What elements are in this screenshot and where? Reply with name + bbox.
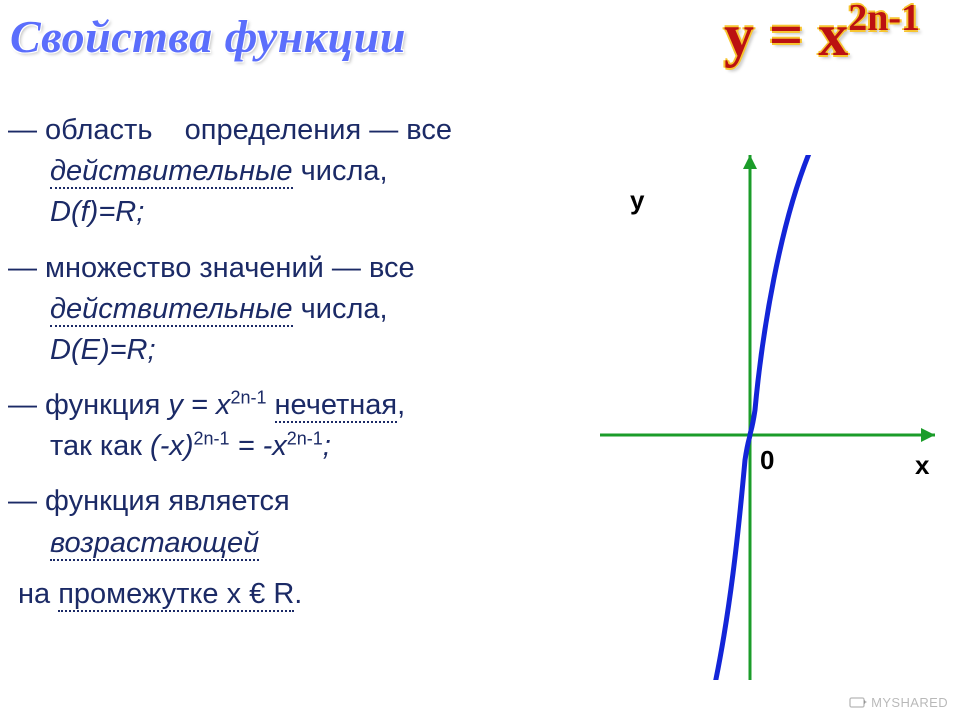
text: на xyxy=(18,578,58,610)
math-text: D(f)=R; xyxy=(8,192,598,233)
properties-list: — область определения — все действительн… xyxy=(8,110,598,629)
text: — область xyxy=(8,114,152,146)
text: числа, xyxy=(293,155,388,187)
text: ; xyxy=(323,430,331,462)
page-title: Свойства функции xyxy=(10,10,406,63)
emph-text: нечетная xyxy=(275,389,398,423)
emph-text: промежутке х € R xyxy=(58,578,294,612)
math-exp: 2n-1 xyxy=(194,429,230,449)
x-axis-label: х xyxy=(915,450,929,481)
y-axis-label: у xyxy=(630,185,644,216)
title-row: Свойства функции у = х2n-1 xyxy=(0,8,960,98)
origin-label: 0 xyxy=(760,445,774,476)
list-item: — множество значений — все действительны… xyxy=(8,248,598,372)
math-text: y = x xyxy=(168,389,230,421)
x-arrow-icon xyxy=(921,428,935,442)
text: — функция xyxy=(8,389,168,421)
text xyxy=(266,389,274,421)
list-item: — функция является возрастающей на проме… xyxy=(8,481,598,615)
list-item: — область определения — все действительн… xyxy=(8,110,598,234)
graph-svg xyxy=(600,155,950,680)
function-curve xyxy=(708,155,822,680)
math-exp: 2n-1 xyxy=(230,387,266,407)
formula-exp: 2n-1 xyxy=(848,0,920,39)
function-graph: у х 0 xyxy=(600,155,950,680)
text: , xyxy=(397,389,405,421)
text: — множество значений — все xyxy=(8,248,598,289)
text: так как xyxy=(50,430,150,462)
watermark-text: MYSHARED xyxy=(871,695,948,710)
emph-text: действительные xyxy=(50,155,293,189)
formula-base: у = х xyxy=(724,2,848,68)
text: определения — все xyxy=(185,114,452,146)
watermark: MYSHARED xyxy=(849,695,948,710)
math-text: (-х) xyxy=(150,430,193,462)
y-arrow-icon xyxy=(743,155,757,169)
emph-text: действительные xyxy=(50,293,293,327)
list-item: — функция y = x2n-1 нечетная, так как (-… xyxy=(8,385,598,467)
text: . xyxy=(294,578,302,610)
math-text: D(E)=R; xyxy=(8,330,598,371)
emph-text: возрастающей xyxy=(50,527,259,561)
text: числа, xyxy=(293,293,388,325)
math-text: = -х xyxy=(230,430,287,462)
watermark-icon xyxy=(849,695,867,709)
math-exp: 2n-1 xyxy=(287,429,323,449)
formula-title: у = х2n-1 xyxy=(724,0,920,70)
text: — функция является xyxy=(8,481,598,522)
